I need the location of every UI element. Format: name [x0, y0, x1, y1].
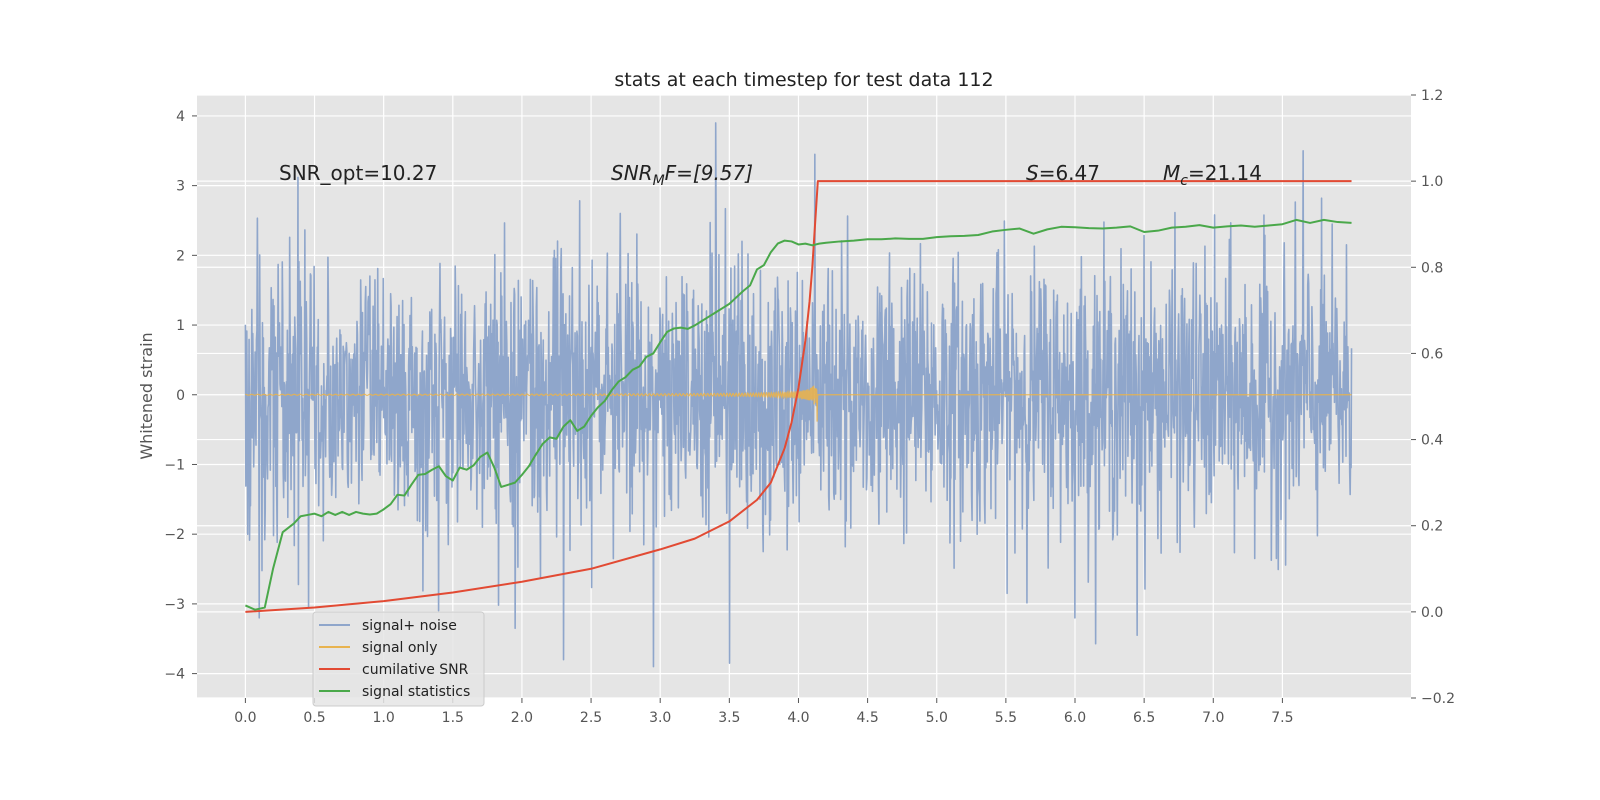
x-tick-label-14: 7.0	[1202, 710, 1224, 726]
s-tail: =6.47	[1039, 161, 1100, 185]
mc-tail: =21.14	[1188, 161, 1262, 185]
x-tick-label-5: 2.5	[580, 710, 602, 726]
x-tick-label-11: 5.5	[995, 710, 1017, 726]
x-tick-label-15: 7.5	[1271, 710, 1293, 726]
series-layer	[244, 122, 1353, 668]
y-tick-label-4: 0	[176, 388, 185, 404]
x-tick-label-8: 4.0	[787, 710, 809, 726]
legend: signal+ noise signal only cumilative SNR…	[312, 611, 485, 707]
legend-entry-signal-statistics: signal statistics	[319, 684, 470, 700]
legend-label-signal-only: signal only	[362, 640, 437, 656]
snr-mf-main: SNR	[611, 161, 653, 185]
y-axis-label: Whitened strain	[137, 332, 156, 459]
y-tick-label-0: 4	[176, 109, 185, 125]
y-tick-label-5: −1	[164, 457, 185, 473]
legend-entry-signal-noise: signal+ noise	[319, 618, 457, 634]
x-tick-label-4: 2.0	[511, 710, 533, 726]
y2-tick-label-0: 1.2	[1421, 88, 1443, 104]
y-tick-label-6: −2	[164, 527, 185, 543]
y-tick-label-7: −3	[164, 597, 185, 613]
s-var: S	[1026, 161, 1039, 185]
snr-mf-sub: M	[653, 173, 665, 189]
x-tick-label-10: 5.0	[926, 710, 948, 726]
series-signal-noise-line	[244, 122, 1353, 668]
y2-tick-label-3: 0.6	[1421, 346, 1443, 362]
annotation-snr-opt: SNR_opt=10.27	[279, 161, 437, 185]
mc-var: M	[1163, 161, 1180, 185]
x-tick-label-1: 0.5	[303, 710, 325, 726]
legend-label-cumilative-snr: cumilative SNR	[362, 662, 469, 678]
y2-tick-label-4: 0.4	[1421, 433, 1443, 449]
y-tick-label-3: 1	[176, 318, 185, 334]
x-tick-label-12: 6.0	[1064, 710, 1086, 726]
legend-entry-signal-only: signal only	[319, 640, 437, 656]
y-tick-label-1: 3	[176, 179, 185, 195]
x-tick-label-7: 3.5	[718, 710, 740, 726]
y2-tick-label-6: 0.0	[1421, 605, 1443, 621]
series-cumilative-snr-line	[245, 180, 1352, 613]
y2-tick-label-2: 0.8	[1421, 260, 1443, 276]
y-axis-left: 4 3 2 1 0 −1 −2 −3 −4	[164, 109, 197, 683]
x-tick-label-0: 0.0	[234, 710, 256, 726]
annotation-s: S=6.47	[1026, 161, 1100, 185]
series-signal-statistics-line	[244, 218, 1352, 611]
annotation-snr-mf: SNRMF=[9.57]	[611, 161, 753, 189]
mc-sub: c	[1180, 173, 1188, 189]
y2-tick-label-1: 1.0	[1421, 174, 1443, 190]
y-tick-label-2: 2	[176, 248, 185, 264]
x-tick-label-9: 4.5	[856, 710, 878, 726]
legend-box	[312, 611, 485, 707]
y-tick-label-8: −4	[164, 667, 185, 683]
x-axis: 0.0 0.5 1.0 1.5 2.0 2.5 3.0 3.5 4.0 4.5 5.0 5.5 6.0 6…	[234, 698, 1294, 726]
legend-label-signal-noise: signal+ noise	[362, 618, 457, 634]
legend-entry-cumilative-snr: cumilative SNR	[319, 662, 469, 678]
y2-tick-label-5: 0.2	[1421, 519, 1443, 535]
y2-tick-label-7: −0.2	[1421, 691, 1455, 707]
legend-label-signal-statistics: signal statistics	[362, 684, 470, 700]
annotation-mc: Mc=21.14	[1163, 161, 1262, 189]
x-tick-label-3: 1.5	[442, 710, 464, 726]
y-axis-right: 1.2 1.0 0.8 0.6 0.4 0.2 0.0 −0.2	[1411, 88, 1455, 707]
x-tick-label-13: 6.5	[1133, 710, 1155, 726]
chart-title: stats at each timestep for test data 112	[614, 69, 993, 91]
x-tick-label-6: 3.0	[649, 710, 671, 726]
x-tick-label-2: 1.0	[373, 710, 395, 726]
snr-mf-tail: F=[9.57]	[665, 161, 753, 185]
